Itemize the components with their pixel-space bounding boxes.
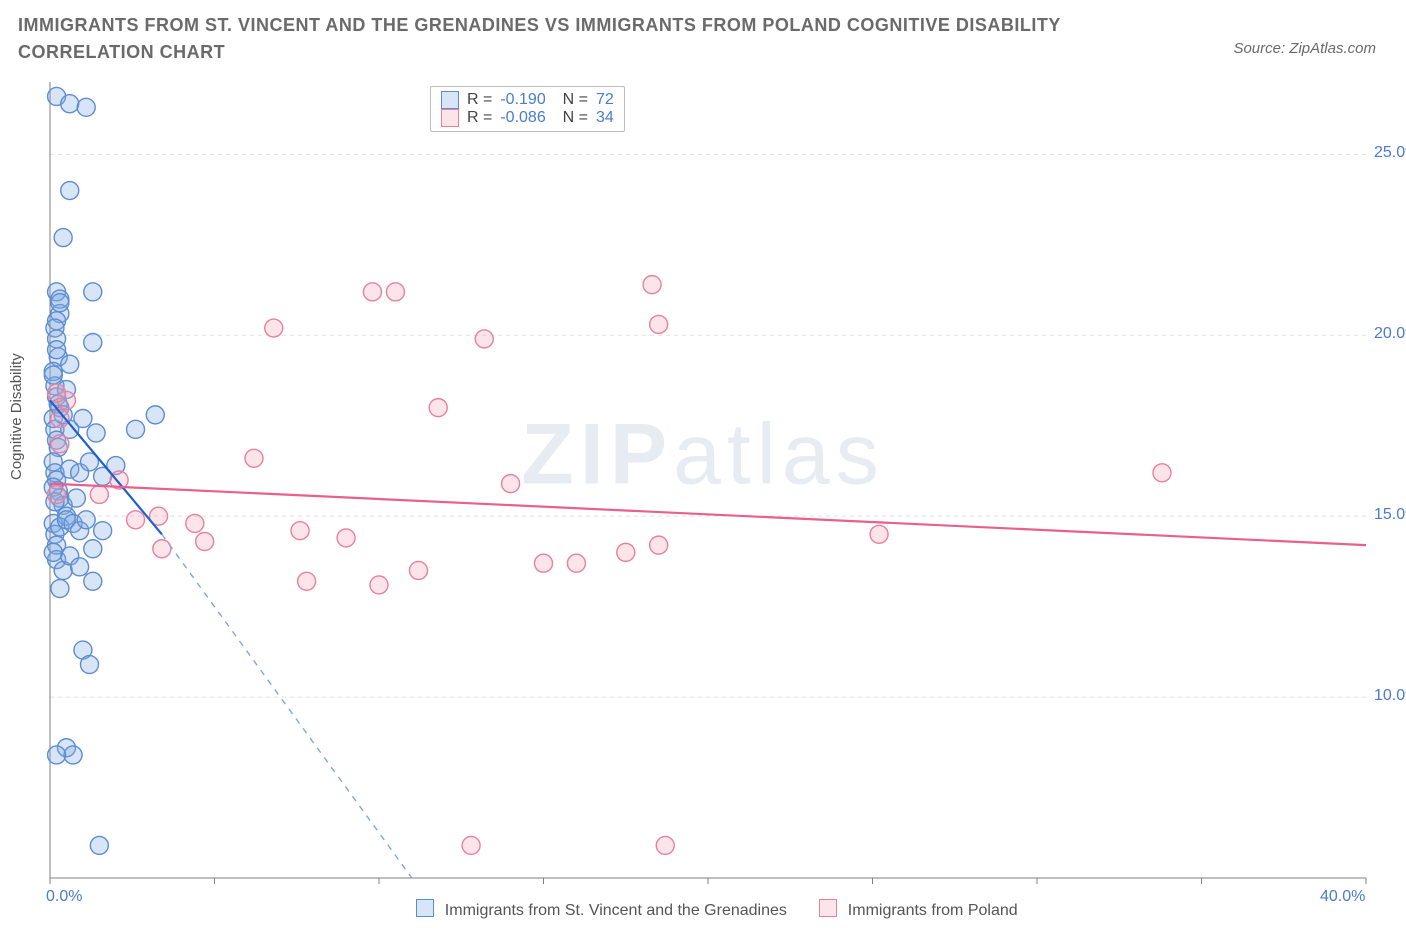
legend-n-value-poland: 34 xyxy=(596,109,614,127)
legend-r-value-svg: -0.190 xyxy=(500,91,545,109)
scatter-plot xyxy=(0,0,1406,930)
y-tick-label: 25.0% xyxy=(1374,144,1406,162)
series-legend: Immigrants from St. Vincent and the Gren… xyxy=(0,899,1406,920)
legend-r-label: R = xyxy=(467,91,492,109)
legend-r-value-poland: -0.086 xyxy=(500,109,545,127)
legend-n-label: N = xyxy=(554,109,588,127)
legend-n-label: N = xyxy=(554,91,588,109)
legend-swatch-svg xyxy=(416,899,434,917)
legend-row-poland: R = -0.086 N = 34 xyxy=(441,109,614,127)
y-tick-label: 20.0% xyxy=(1374,325,1406,343)
x-tick-label: 0.0% xyxy=(46,888,82,906)
legend-row-svg: R = -0.190 N = 72 xyxy=(441,91,614,109)
legend-r-label: R = xyxy=(467,109,492,127)
correlation-legend: R = -0.190 N = 72 R = -0.086 N = 34 xyxy=(430,86,625,132)
legend-n-value-svg: 72 xyxy=(596,91,614,109)
legend-swatch-poland xyxy=(819,899,837,917)
chart-container: IMMIGRANTS FROM ST. VINCENT AND THE GREN… xyxy=(0,0,1406,930)
legend-label-svg: Immigrants from St. Vincent and the Gren… xyxy=(445,902,787,919)
x-tick-label: 40.0% xyxy=(1320,888,1365,906)
y-tick-label: 15.0% xyxy=(1374,506,1406,524)
y-tick-label: 10.0% xyxy=(1374,687,1406,705)
legend-label-poland: Immigrants from Poland xyxy=(848,902,1018,919)
legend-swatch-svg xyxy=(441,91,459,109)
legend-swatch-poland xyxy=(441,109,459,127)
